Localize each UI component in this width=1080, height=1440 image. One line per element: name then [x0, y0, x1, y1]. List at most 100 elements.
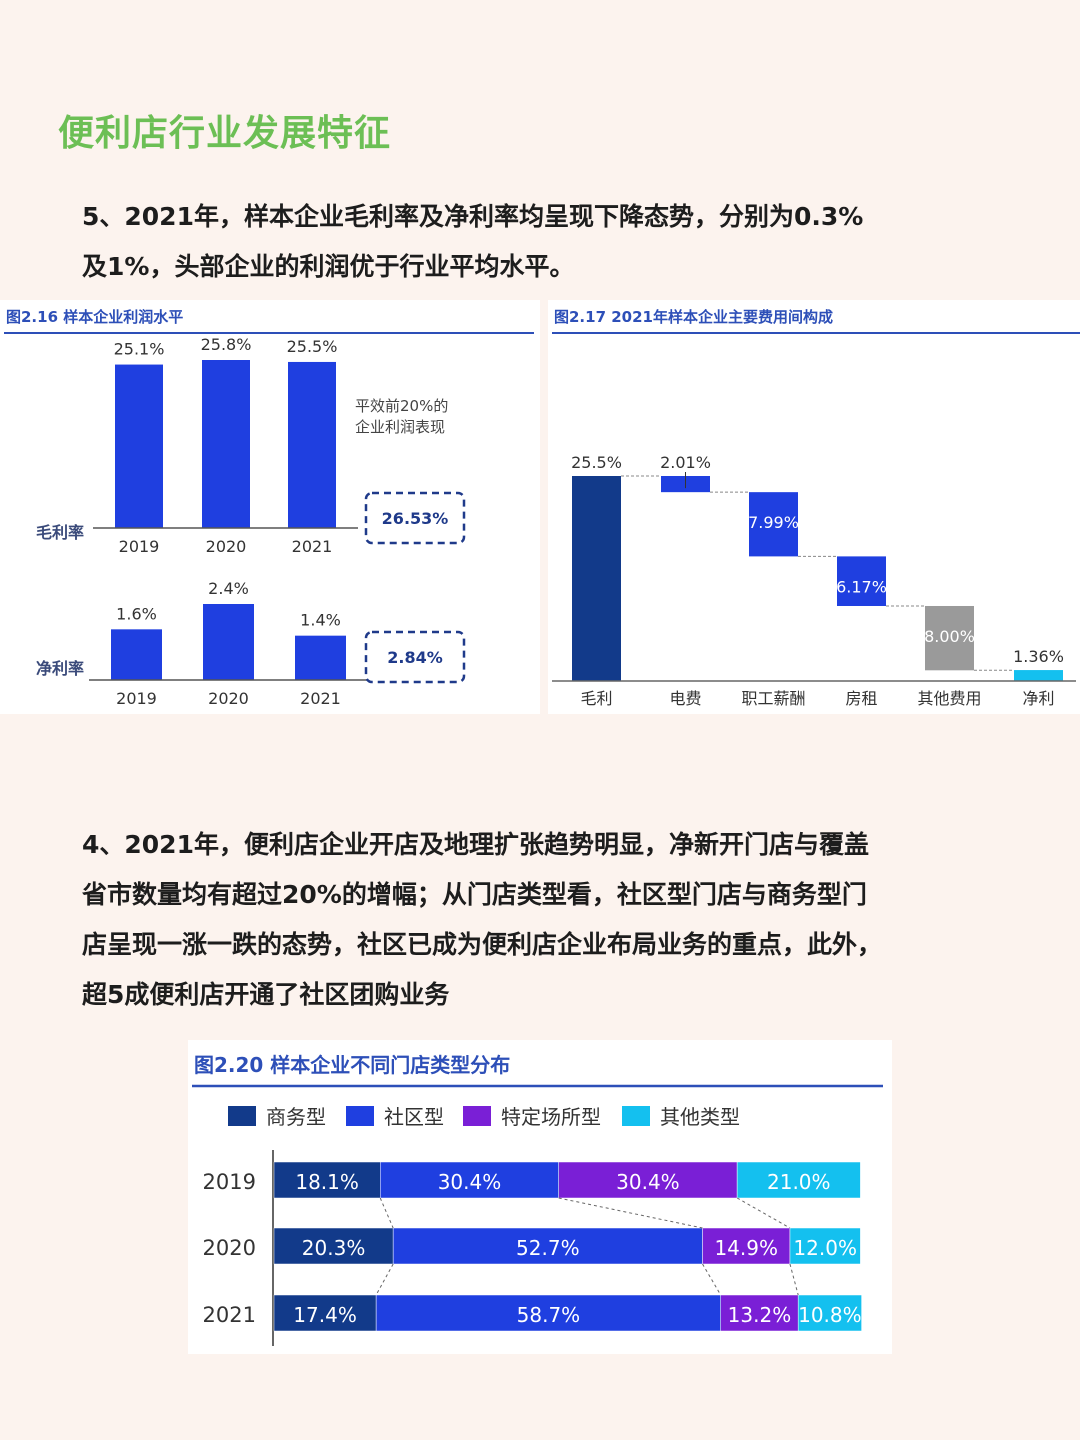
- bar: [115, 364, 163, 528]
- connector-line: [379, 1197, 394, 1229]
- bar-value-label: 1.4%: [300, 611, 341, 630]
- x-tick-label: 2020: [206, 537, 247, 556]
- paragraph-line: 及1%，头部企业的利润优于行业平均水平。: [82, 252, 575, 281]
- stacked-segment: [273, 1161, 381, 1199]
- x-tick-label: 职工薪酬: [741, 689, 805, 708]
- x-tick-label: 2021: [292, 537, 333, 556]
- stacked-segment: [736, 1161, 861, 1199]
- waterfall-bar: [837, 556, 886, 606]
- bar-value-label: 2.4%: [208, 579, 249, 598]
- legend-swatch: [463, 1106, 491, 1126]
- figure-store-type-distribution: 图2.20 样本企业不同门店类型分布商务型 社区型 特定场所型 其他类型 2019 18.…: [188, 1040, 892, 1354]
- waterfall-bar: [925, 605, 974, 671]
- figure-title: 图2.20 样本企业不同门店类型分布: [194, 1053, 510, 1077]
- stacked-segment: [702, 1227, 791, 1265]
- y-tick-label: 2019: [203, 1170, 256, 1194]
- top20-dashed-box: [364, 630, 466, 684]
- x-tick-label: 其他费用: [917, 689, 981, 708]
- stacked-segment: [273, 1227, 394, 1265]
- bar-value-label: 25.8%: [201, 335, 252, 354]
- annotation-text: 平效前20%的: [355, 397, 448, 415]
- paragraph-line: 5、2021年，样本企业毛利率及净利率均呈现下降态势，分别为0.3%: [82, 202, 864, 231]
- segment-value-label: 10.8%: [798, 1303, 862, 1327]
- bar-value-label: 25.5%: [571, 453, 622, 472]
- page-title: 便利店行业发展特征: [58, 113, 392, 154]
- bar: [295, 635, 346, 680]
- stacked-segment: [558, 1161, 738, 1199]
- x-tick-label: 净利: [1022, 689, 1054, 708]
- top20-value: 26.53%: [382, 509, 449, 528]
- bar-value-label: 1.36%: [1013, 647, 1064, 666]
- stacked-segment: [392, 1227, 703, 1265]
- x-tick-label: 毛利: [580, 689, 612, 708]
- legend-label: 特定场所型: [501, 1105, 601, 1129]
- paragraph-store-expansion: 4、2021年，便利店企业开店及地理扩张趋势明显，净新开门店与覆盖 省市数量均有…: [82, 820, 982, 1020]
- annotation-text: 企业利润表现: [355, 418, 445, 436]
- profit-level-chart: 图2.16 样本企业利润水平 25.1% 2019 25.8% 2020 25.5% 202…: [4, 308, 534, 708]
- x-tick-label: 2021: [300, 689, 341, 708]
- x-tick-label: 2019: [119, 537, 160, 556]
- segment-value-label: 13.2%: [728, 1303, 792, 1327]
- top20-value: 2.84%: [387, 648, 443, 667]
- segment-value-label: 30.4%: [616, 1170, 680, 1194]
- bar: [288, 361, 336, 528]
- legend-swatch: [346, 1106, 374, 1126]
- panel-label: 毛利率: [36, 523, 84, 542]
- figure-title: 图2.17 2021年样本企业主要费用间构成: [554, 308, 833, 326]
- bar-value-label: 1.6%: [116, 604, 157, 623]
- waterfall-bar: [572, 476, 621, 681]
- segment-value-label: 20.3%: [302, 1236, 366, 1260]
- segment-value-label: 21.0%: [767, 1170, 831, 1194]
- waterfall-bar: [1014, 670, 1063, 681]
- waterfall-bar: [749, 492, 798, 557]
- top20-dashed-box: [364, 491, 466, 545]
- connector-line: [558, 1197, 703, 1229]
- paragraph-line: 省市数量均有超过20%的增幅；从门店类型看，社区型门店与商务型门: [82, 880, 867, 909]
- x-tick-label: 2019: [116, 689, 157, 708]
- y-tick-label: 2021: [203, 1303, 256, 1327]
- y-tick-label: 2020: [203, 1236, 256, 1260]
- segment-value-label: 58.7%: [517, 1303, 581, 1327]
- legend-swatch: [622, 1106, 650, 1126]
- connector-line: [789, 1263, 799, 1296]
- segment-value-label: 18.1%: [295, 1170, 359, 1194]
- bar-value-label: 8.00%: [924, 627, 975, 646]
- stacked-segment: [379, 1161, 559, 1199]
- stacked-segment: [720, 1294, 799, 1332]
- stacked-segment: [273, 1294, 377, 1332]
- legend-label: 其他类型: [660, 1105, 740, 1129]
- stacked-segment: [797, 1294, 862, 1332]
- x-tick-label: 房租: [845, 689, 877, 708]
- stacked-segment: [789, 1227, 861, 1265]
- legend-label: 社区型: [384, 1105, 444, 1129]
- bar: [203, 604, 254, 680]
- bar-value-label: 25.5%: [287, 337, 338, 356]
- bar-value-label: 25.1%: [114, 340, 165, 359]
- panel-label: 净利率: [36, 659, 84, 678]
- bar-value-label: 7.99%: [748, 513, 799, 532]
- bar-value-label: 6.17%: [836, 577, 887, 596]
- figure-profit-level: 图2.16 样本企业利润水平 25.1% 2019 25.8% 2020 25.5% 202…: [0, 300, 540, 714]
- segment-value-label: 17.4%: [293, 1303, 357, 1327]
- x-tick-label: 电费: [669, 689, 701, 708]
- legend-swatch: [228, 1106, 256, 1126]
- figure-title: 图2.16 样本企业利润水平: [6, 308, 183, 326]
- legend-label: 商务型: [266, 1105, 326, 1129]
- segment-value-label: 14.9%: [714, 1236, 778, 1260]
- segment-value-label: 12.0%: [793, 1236, 857, 1260]
- connector-line: [375, 1263, 394, 1296]
- x-tick-label: 2020: [208, 689, 249, 708]
- connector-line: [702, 1263, 722, 1296]
- stacked-segment: [375, 1294, 721, 1332]
- bar: [111, 629, 162, 680]
- paragraph-profit: 5、2021年，样本企业毛利率及净利率均呈现下降态势，分别为0.3% 及1%，头…: [82, 192, 982, 292]
- paragraph-line: 4、2021年，便利店企业开店及地理扩张趋势明显，净新开门店与覆盖: [82, 830, 869, 859]
- bar: [202, 360, 250, 528]
- paragraph-line: 店呈现一涨一跌的态势，社区已成为便利店企业布局业务的重点，此外，: [82, 930, 883, 959]
- figure-expense-waterfall: 图2.17 2021年样本企业主要费用间构成毛利 电费 职工薪酬 房租 其他费用 净利 25…: [548, 300, 1080, 714]
- segment-value-label: 52.7%: [516, 1236, 580, 1260]
- segment-value-label: 30.4%: [438, 1170, 502, 1194]
- bar-value-label: 2.01%: [660, 453, 711, 472]
